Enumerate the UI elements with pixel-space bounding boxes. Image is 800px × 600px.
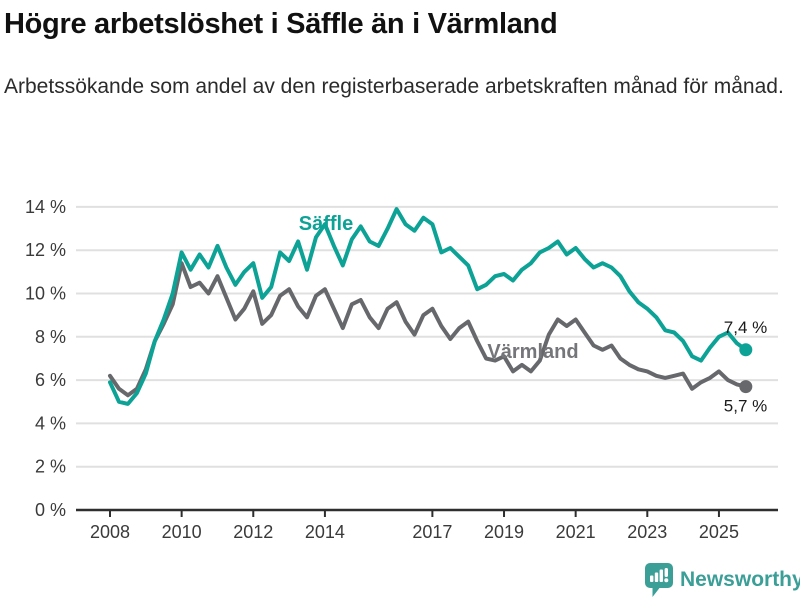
brand-name: Newsworthy (680, 568, 800, 591)
bar-1 (650, 575, 654, 582)
x-tick-label: 2023 (627, 522, 667, 542)
x-tick-label: 2017 (412, 522, 452, 542)
x-tick-label: 2012 (233, 522, 273, 542)
series-end-dot (739, 380, 753, 394)
series-end-value-label: 5,7 % (724, 397, 767, 416)
x-tick-label: 2008 (90, 522, 130, 542)
y-tick-label: 10 % (25, 284, 66, 304)
exclamation-bar (664, 568, 668, 577)
bar-3 (659, 569, 663, 582)
x-tick-label: 2021 (556, 522, 596, 542)
y-tick-label: 14 % (25, 197, 66, 217)
series-end-dot (739, 343, 753, 357)
x-tick-label: 2014 (305, 522, 345, 542)
y-tick-label: 12 % (25, 240, 66, 260)
y-tick-label: 0 % (35, 500, 66, 520)
y-tick-label: 6 % (35, 370, 66, 390)
x-tick-label: 2025 (699, 522, 739, 542)
page-title: Högre arbetslöshet i Säffle än i Värmlan… (4, 8, 558, 40)
series-name-label: Värmland (487, 341, 578, 363)
x-tick-label: 2019 (484, 522, 524, 542)
series-line-saffle (108, 207, 748, 406)
series-line-varmland (108, 261, 748, 398)
y-tick-label: 2 % (35, 457, 66, 477)
y-tick-label: 8 % (35, 327, 66, 347)
series-name-label: Säffle (299, 213, 353, 235)
series-end-value-label: 7,4 % (724, 318, 767, 337)
x-tick-label: 2010 (162, 522, 202, 542)
chart-subtitle: Arbetssökande som andel av den registerb… (4, 75, 784, 98)
y-tick-label: 4 % (35, 413, 66, 433)
exclamation-dot (664, 578, 669, 583)
speech-bubble-shape (645, 563, 673, 597)
newsworthy-logo-icon (645, 563, 673, 597)
brand-footer: Newsworthy (644, 562, 800, 598)
bar-2 (654, 572, 659, 582)
